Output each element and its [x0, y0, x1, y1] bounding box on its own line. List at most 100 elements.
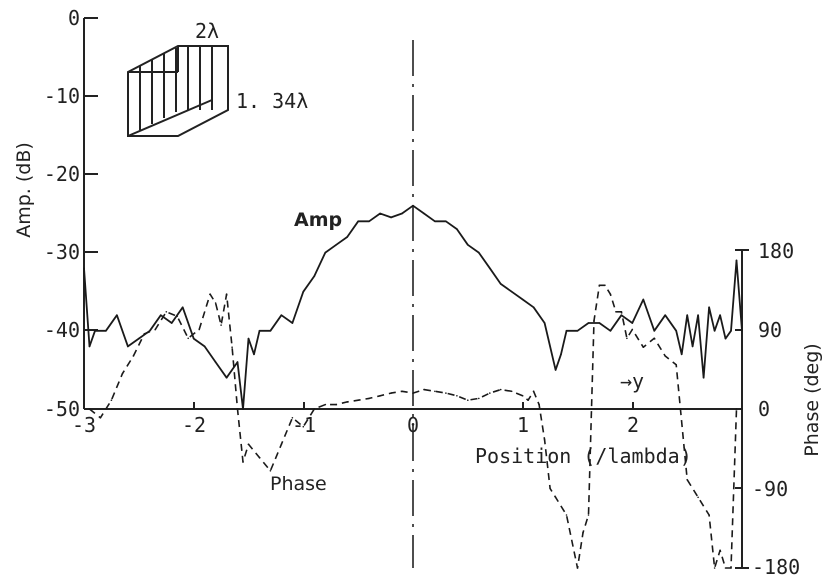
amp-point-35	[434, 220, 436, 223]
amp-point-36	[445, 220, 447, 223]
phase-point-38	[467, 399, 469, 402]
phase-point-26	[335, 403, 338, 406]
amp-point-56	[653, 330, 656, 332]
amp-point-20	[269, 330, 272, 332]
amp-point-5	[127, 345, 129, 348]
y-tick-30: -30	[44, 240, 80, 264]
phase-point-57	[609, 293, 612, 296]
phase-point-33	[412, 392, 414, 394]
phase-point-68	[708, 514, 710, 516]
phase-point-31	[390, 392, 392, 394]
phase-point-19	[258, 456, 261, 459]
amp-point-59	[680, 353, 683, 356]
amp-point-64	[708, 306, 710, 309]
phase-point-46	[538, 403, 540, 406]
phase-point-56	[604, 284, 606, 287]
phase-point-35	[434, 390, 436, 393]
amp-point-45	[543, 322, 546, 324]
inset-height-label: 1. 34λ	[236, 89, 308, 113]
phase-point-52	[582, 531, 584, 534]
amp-point-19	[258, 330, 261, 332]
phase-annotation: Phase	[270, 473, 327, 495]
amp-point-34	[423, 212, 425, 215]
phase-point-39	[478, 397, 480, 400]
x-tick-neg3: -3	[72, 413, 96, 437]
amp-point-47	[560, 353, 562, 356]
phase-point-13	[220, 324, 222, 326]
amp-point-63	[702, 376, 705, 379]
phase-point-18	[247, 443, 250, 446]
amp-point-16	[242, 408, 244, 410]
amp-point-40	[489, 267, 491, 270]
phase-point-71	[724, 567, 727, 569]
amp-point-60	[686, 314, 688, 317]
right-y-axis-label: Phase (deg)	[801, 343, 823, 456]
amp-point-55	[642, 298, 645, 301]
right-y-ticks: 180 90 0 -90 -180	[735, 239, 800, 578]
amp-point-12	[203, 345, 206, 348]
phase-point-70	[719, 549, 721, 552]
phase-point-43	[521, 395, 524, 397]
phase-point-34	[423, 388, 425, 391]
amp-point-51	[598, 322, 601, 324]
phase-point-37	[456, 395, 458, 397]
phase-point-74	[741, 408, 743, 410]
amp-point-27	[346, 236, 349, 238]
y-tick-40: -40	[44, 318, 80, 342]
phase-tick-neg90: -90	[752, 477, 788, 501]
phase-point-12	[214, 302, 217, 304]
amp-point-24	[313, 275, 316, 277]
phase-point-49	[554, 496, 557, 499]
phase-point-17	[242, 461, 244, 463]
amp-point-2	[94, 330, 96, 332]
phase-point-9	[187, 337, 189, 340]
amp-point-65	[713, 330, 716, 332]
amp-point-22	[291, 322, 294, 324]
phase-point-58	[615, 311, 617, 313]
x-tick-1: 1	[517, 413, 529, 437]
phase-point-64	[664, 355, 666, 357]
phase-point-69	[713, 567, 716, 569]
left-y-axis-label: Amp. (dB)	[13, 142, 35, 238]
phase-point-21	[280, 443, 283, 446]
amp-point-26	[335, 244, 338, 246]
data-point-layer	[83, 204, 743, 569]
amp-point-33	[412, 204, 414, 207]
amp-point-68	[730, 330, 732, 332]
phase-point-40	[489, 392, 491, 394]
phase-point-53	[587, 514, 590, 516]
phase-point-67	[697, 496, 699, 499]
phase-tick-90: 90	[758, 318, 782, 342]
amp-point-66	[719, 314, 721, 317]
amp-point-53	[620, 314, 623, 317]
phase-point-72	[730, 567, 732, 569]
phase-point-63	[653, 337, 656, 340]
inset-width-label: 2λ	[195, 19, 219, 43]
phase-point-60	[626, 337, 628, 340]
phase-point-66	[686, 478, 688, 481]
phase-point-62	[642, 346, 645, 349]
amp-point-41	[499, 283, 502, 285]
phase-point-20	[269, 470, 272, 472]
amp-point-49	[576, 330, 579, 332]
phase-point-48	[549, 487, 551, 490]
amp-point-6	[138, 337, 140, 340]
phase-point-55	[598, 284, 601, 287]
phase-point-7	[165, 311, 168, 313]
y-tick-10: -10	[44, 84, 80, 108]
phase-point-6	[154, 328, 157, 331]
x-tick-2: 2	[627, 413, 639, 437]
phase-point-51	[576, 567, 579, 569]
phase-point-61	[631, 328, 634, 331]
amp-point-11	[192, 337, 195, 340]
phase-point-24	[313, 408, 316, 410]
phase-point-1	[99, 417, 102, 419]
amp-point-70	[741, 330, 743, 332]
phase-tick-neg180: -180	[752, 555, 800, 578]
phase-point-8	[176, 315, 178, 318]
amp-point-31	[390, 216, 392, 219]
amp-point-62	[697, 314, 699, 317]
phase-point-3	[121, 372, 124, 375]
amp-point-48	[565, 330, 568, 332]
amp-point-43	[521, 298, 524, 301]
